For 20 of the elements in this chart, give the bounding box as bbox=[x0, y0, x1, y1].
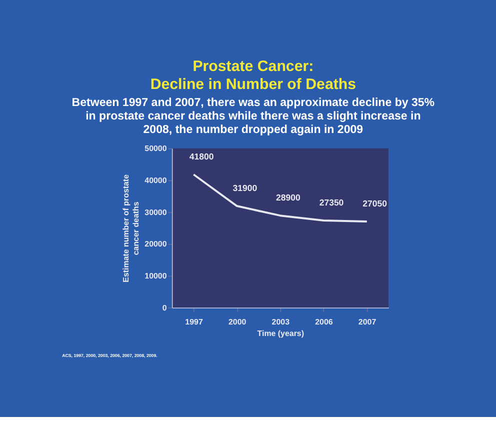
x-tick-label: 1997 bbox=[185, 318, 204, 327]
x-tick-label: 2003 bbox=[272, 318, 290, 327]
chart-title: Prostate Cancer: Decline in Number of Deaths bbox=[150, 58, 356, 94]
data-label: 27050 bbox=[362, 198, 388, 208]
x-axis-title: Time (years) bbox=[257, 328, 304, 338]
x-tick-label: 2006 bbox=[315, 318, 334, 327]
y-tick-label: 0 bbox=[162, 303, 168, 312]
chart-subtitle: Between 1997 and 2007, there was an approximate decline by 35% in prostate cancer deaths while there was a slight increase in 2008, the number dropped again in 2009 bbox=[72, 96, 435, 136]
data-label: 27350 bbox=[319, 197, 344, 208]
x-tick-label: 2000 bbox=[228, 318, 247, 327]
y-tick-label: 50000 bbox=[144, 144, 168, 154]
data-label: 28900 bbox=[276, 192, 300, 202]
x-tick-label: 2007 bbox=[358, 318, 377, 327]
y-tick-label: 10000 bbox=[144, 272, 168, 281]
y-tick-label: 20000 bbox=[144, 240, 168, 249]
y-tick-label: 30000 bbox=[144, 208, 168, 217]
data-label: 31900 bbox=[232, 182, 258, 193]
y-axis-title: Estimate number of prostate cancer deaths bbox=[122, 174, 140, 282]
data-label: 41800 bbox=[189, 151, 214, 162]
y-tick-label: 40000 bbox=[144, 176, 168, 186]
